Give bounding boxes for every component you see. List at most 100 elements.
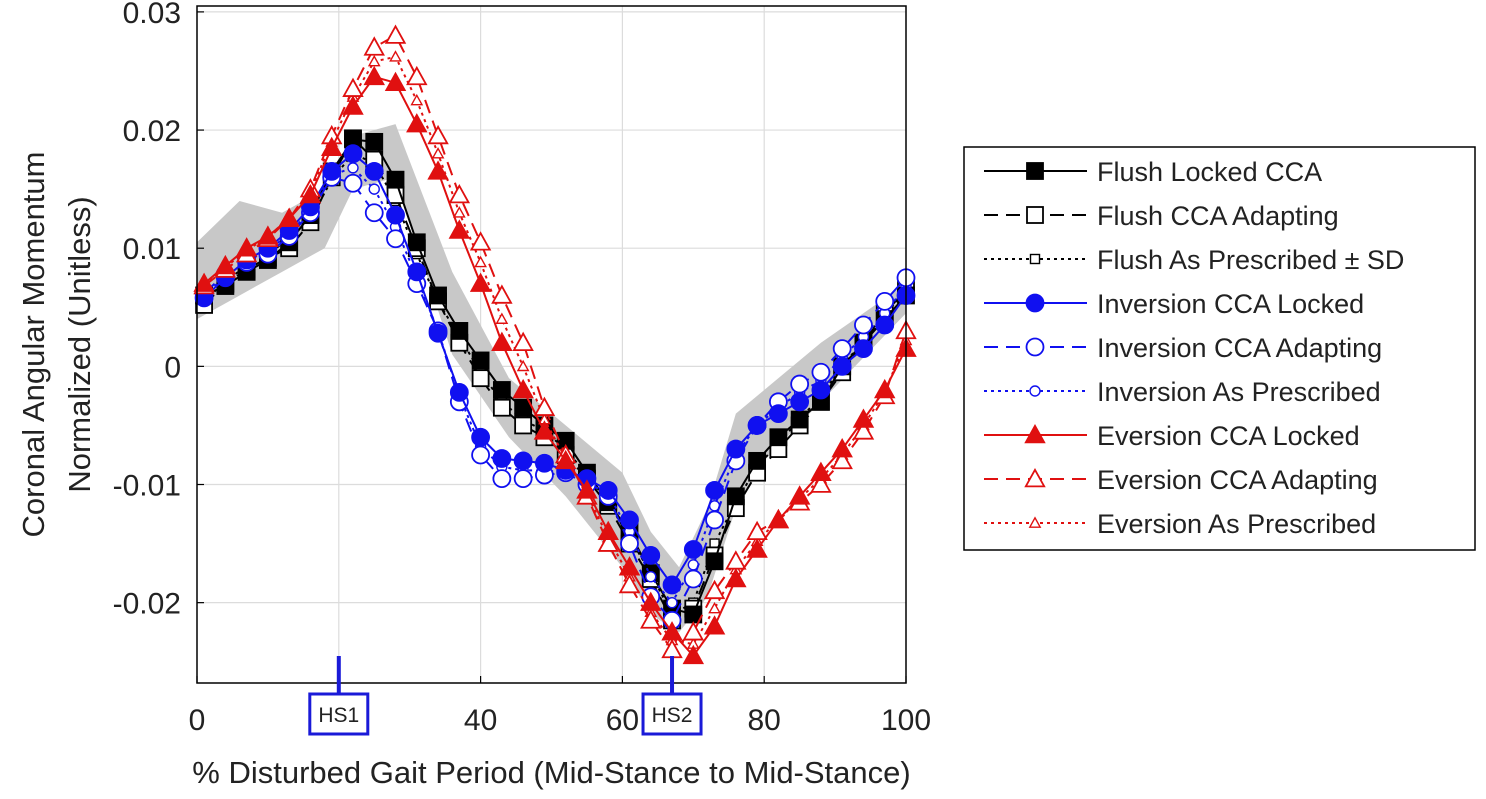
data-point bbox=[854, 315, 873, 335]
data-point bbox=[533, 420, 556, 440]
data-point bbox=[875, 291, 895, 311]
data-point bbox=[448, 219, 471, 239]
series-eversion-cca-adapting bbox=[193, 24, 917, 659]
data-point bbox=[364, 162, 384, 181]
y-tick-label: -0.02 bbox=[113, 588, 181, 621]
data-point bbox=[450, 322, 469, 340]
data-point bbox=[363, 65, 385, 86]
data-point bbox=[852, 408, 875, 428]
data-point bbox=[491, 331, 513, 351]
data-point bbox=[364, 203, 384, 223]
data-point bbox=[533, 396, 556, 416]
data-point bbox=[299, 183, 322, 204]
legend-box bbox=[963, 146, 1476, 551]
data-point bbox=[448, 183, 471, 204]
hs-marker-hs1: HS1 bbox=[308, 656, 370, 736]
data-point bbox=[620, 510, 639, 530]
legend-swatch-marker bbox=[1024, 423, 1046, 444]
legend-label: Eversion As Prescribed bbox=[1097, 509, 1376, 539]
legend-item: Flush As Prescribed ± SD bbox=[984, 245, 1404, 275]
data-point bbox=[831, 449, 853, 470]
data-point bbox=[342, 77, 364, 97]
data-point bbox=[474, 255, 487, 268]
data-point bbox=[514, 416, 533, 435]
data-point bbox=[618, 573, 641, 594]
data-point bbox=[431, 147, 445, 159]
data-point bbox=[406, 65, 428, 86]
legend-label: Eversion CCA Locked bbox=[1097, 421, 1360, 451]
data-point bbox=[193, 272, 215, 292]
data-point bbox=[661, 621, 683, 641]
data-point bbox=[703, 579, 726, 600]
legend-swatch-marker bbox=[1028, 516, 1042, 528]
data-point bbox=[495, 312, 509, 324]
series-layer bbox=[193, 24, 917, 665]
data-point bbox=[343, 144, 363, 164]
series-line bbox=[203, 152, 907, 587]
series-line bbox=[203, 75, 907, 658]
x-axis-title: % Disturbed Gait Period (Mid-Stance to M… bbox=[192, 755, 910, 790]
legend-item: Eversion CCA Locked bbox=[984, 421, 1360, 451]
data-point bbox=[214, 254, 237, 275]
legend-item: Flush Locked CCA bbox=[984, 157, 1322, 187]
data-point bbox=[683, 569, 703, 589]
data-point bbox=[832, 339, 852, 359]
data-point bbox=[384, 71, 407, 92]
y-tick-label: 0.01 bbox=[123, 233, 181, 266]
data-point bbox=[469, 272, 492, 292]
data-point bbox=[705, 552, 724, 571]
data-point bbox=[513, 469, 533, 489]
data-point bbox=[235, 237, 258, 257]
data-point bbox=[811, 380, 831, 400]
data-point bbox=[343, 173, 363, 193]
data-point bbox=[874, 378, 896, 399]
legend-swatch-marker bbox=[1029, 385, 1041, 397]
data-point bbox=[640, 591, 662, 611]
data-point bbox=[597, 532, 619, 552]
x-tick-label: 80 bbox=[748, 704, 781, 737]
data-point bbox=[471, 445, 491, 465]
series-line bbox=[203, 34, 907, 652]
data-point bbox=[790, 392, 810, 412]
data-point bbox=[705, 481, 724, 500]
data-point bbox=[516, 359, 530, 372]
data-point bbox=[512, 331, 534, 351]
legend-swatch-marker bbox=[1026, 206, 1044, 224]
hs-box bbox=[641, 692, 703, 736]
data-point bbox=[746, 538, 768, 558]
legend: Flush Locked CCA Flush CCA Adapting Flush … bbox=[963, 146, 1476, 551]
data-point bbox=[471, 369, 490, 388]
series-line bbox=[203, 55, 907, 646]
data-point bbox=[725, 567, 747, 588]
data-point bbox=[810, 473, 832, 493]
data-point bbox=[708, 601, 721, 614]
x-tick-label: 100 bbox=[881, 704, 931, 737]
data-point bbox=[598, 481, 618, 500]
data-point bbox=[492, 469, 512, 489]
data-point bbox=[427, 160, 449, 180]
data-point bbox=[746, 520, 768, 541]
data-point bbox=[811, 362, 831, 382]
legend-item: Inversion CCA Adapting bbox=[984, 333, 1382, 363]
data-point bbox=[703, 615, 726, 635]
hs-label: HS1 bbox=[318, 704, 359, 727]
data-point bbox=[769, 428, 788, 447]
data-point bbox=[682, 621, 705, 641]
y-tick-label: -0.01 bbox=[113, 470, 181, 503]
data-point bbox=[683, 540, 703, 559]
x-tick-label: 40 bbox=[464, 704, 497, 737]
legend-swatch-marker bbox=[1024, 467, 1046, 488]
data-point bbox=[726, 487, 745, 506]
data-point bbox=[384, 24, 407, 44]
hs-box bbox=[308, 692, 370, 736]
legend-item: Eversion CCA Adapting bbox=[984, 465, 1378, 495]
series-line bbox=[203, 166, 907, 605]
data-point bbox=[367, 54, 381, 67]
data-point bbox=[471, 351, 490, 370]
data-point bbox=[427, 124, 449, 145]
heel-strike-markers: HS1 HS2 bbox=[308, 656, 703, 736]
data-point bbox=[661, 638, 683, 659]
data-point bbox=[389, 50, 402, 62]
grid bbox=[197, 6, 906, 683]
